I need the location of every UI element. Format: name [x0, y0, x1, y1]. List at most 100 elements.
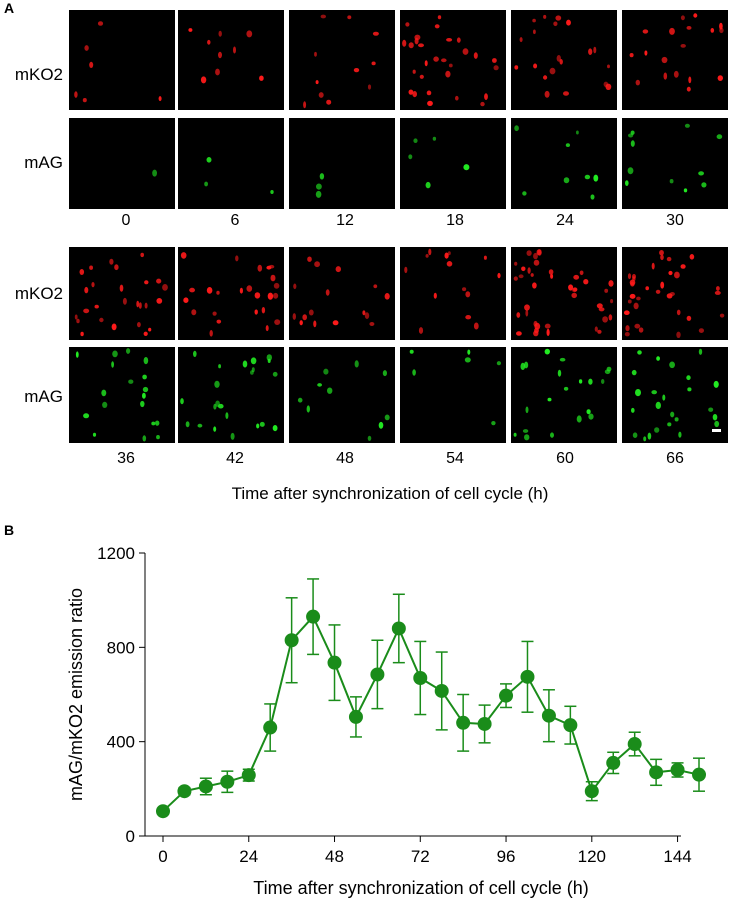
cell-nucleus — [188, 28, 193, 32]
cell-nucleus — [209, 330, 213, 337]
cell-nucleus — [215, 400, 220, 407]
cell-nucleus — [319, 173, 325, 180]
cell-nucleus — [424, 60, 428, 67]
cell-nucleus — [719, 27, 724, 34]
x-tick-label: 144 — [663, 847, 691, 866]
cell-nucleus — [514, 125, 519, 132]
cell-nucleus — [75, 351, 79, 358]
cell-nucleus — [710, 28, 715, 33]
cell-nucleus — [213, 403, 217, 410]
cell-nucleus — [441, 58, 447, 63]
cell-nucleus — [659, 250, 664, 256]
cell-nucleus — [111, 361, 114, 368]
data-point — [327, 655, 342, 670]
cell-nucleus — [668, 270, 673, 276]
cell-nucleus — [89, 61, 94, 68]
cell-nucleus — [114, 264, 119, 271]
cell-nucleus — [573, 274, 580, 280]
x-tick-label: 48 — [325, 847, 344, 866]
cell-nucleus — [463, 164, 470, 171]
cell-nucleus — [419, 74, 424, 79]
data-point — [499, 688, 514, 703]
cell-nucleus — [299, 320, 303, 326]
cell-nucleus — [532, 18, 536, 23]
cell-nucleus — [270, 190, 274, 194]
panel-a-x-caption: Time after synchronization of cell cycle… — [231, 484, 549, 503]
cell-nucleus — [254, 292, 261, 299]
data-point — [306, 609, 321, 624]
cell-nucleus — [122, 297, 127, 305]
mag-image-tile — [289, 347, 395, 443]
cell-nucleus — [680, 15, 685, 21]
cell-nucleus — [464, 357, 471, 363]
y-tick-label: 1200 — [97, 544, 135, 563]
cell-nucleus — [530, 273, 534, 277]
cell-nucleus — [496, 361, 501, 366]
cell-nucleus — [216, 290, 220, 295]
cell-nucleus — [563, 386, 569, 391]
cell-nucleus — [326, 99, 332, 105]
cell-nucleus — [444, 252, 449, 259]
cell-nucleus — [606, 366, 612, 372]
cell-nucleus — [242, 360, 248, 368]
cell-nucleus — [257, 264, 263, 272]
cell-nucleus — [273, 292, 279, 299]
cell-nucleus — [473, 52, 478, 59]
mko2-image-tile — [511, 247, 617, 340]
cell-nucleus — [128, 379, 134, 384]
cell-nucleus — [267, 358, 271, 363]
cell-nucleus — [432, 136, 437, 141]
mko2-image-tile — [622, 10, 728, 110]
cell-nucleus — [74, 91, 78, 98]
cell-nucleus — [660, 281, 665, 289]
scale-bar — [712, 429, 721, 432]
cell-nucleus — [142, 386, 149, 393]
y-tick-label: 0 — [126, 827, 135, 846]
cell-nucleus — [563, 91, 569, 96]
cell-nucleus — [246, 285, 253, 292]
cell-nucleus — [142, 392, 146, 399]
cell-nucleus — [427, 100, 433, 106]
cell-nucleus — [462, 48, 469, 55]
cell-nucleus — [216, 319, 222, 324]
cell-nucleus — [548, 269, 554, 275]
cell-nucleus — [80, 331, 84, 337]
cell-nucleus — [543, 14, 547, 19]
cell-nucleus — [627, 273, 632, 280]
cell-nucleus — [663, 72, 668, 80]
cell-nucleus — [544, 90, 550, 98]
cell-nucleus — [136, 300, 140, 308]
cell-nucleus — [425, 254, 429, 258]
cell-nucleus — [627, 299, 632, 304]
cell-nucleus — [593, 46, 597, 54]
cell-nucleus — [297, 397, 303, 403]
cell-nucleus — [473, 322, 479, 330]
cell-nucleus — [684, 123, 690, 128]
cell-nucleus — [402, 39, 407, 47]
cell-nucleus — [689, 254, 695, 260]
cell-nucleus — [583, 279, 589, 285]
mag-image-tile — [178, 118, 284, 209]
mko2-image-tile — [69, 10, 175, 110]
cell-nucleus — [654, 427, 660, 433]
cell-nucleus — [152, 169, 157, 177]
cell-nucleus — [674, 417, 679, 422]
cell-nucleus — [91, 282, 95, 288]
cell-nucleus — [138, 302, 142, 309]
cell-nucleus — [267, 292, 274, 300]
cell-nucleus — [364, 312, 370, 319]
cell-nucleus — [660, 254, 664, 260]
cell-nucleus — [597, 329, 602, 334]
x-axis-title: Time after synchronization of cell cycle… — [253, 878, 588, 898]
cell-nucleus — [525, 406, 529, 414]
cell-nucleus — [384, 414, 390, 421]
data-point — [413, 670, 428, 685]
mko2-image-tile — [400, 10, 506, 110]
cell-nucleus — [687, 387, 692, 392]
cell-nucleus — [143, 331, 148, 336]
cell-nucleus — [602, 316, 608, 323]
mag-image-tile — [289, 118, 395, 209]
cell-nucleus — [317, 383, 322, 387]
cell-nucleus — [446, 261, 453, 267]
cell-nucleus — [588, 413, 594, 420]
